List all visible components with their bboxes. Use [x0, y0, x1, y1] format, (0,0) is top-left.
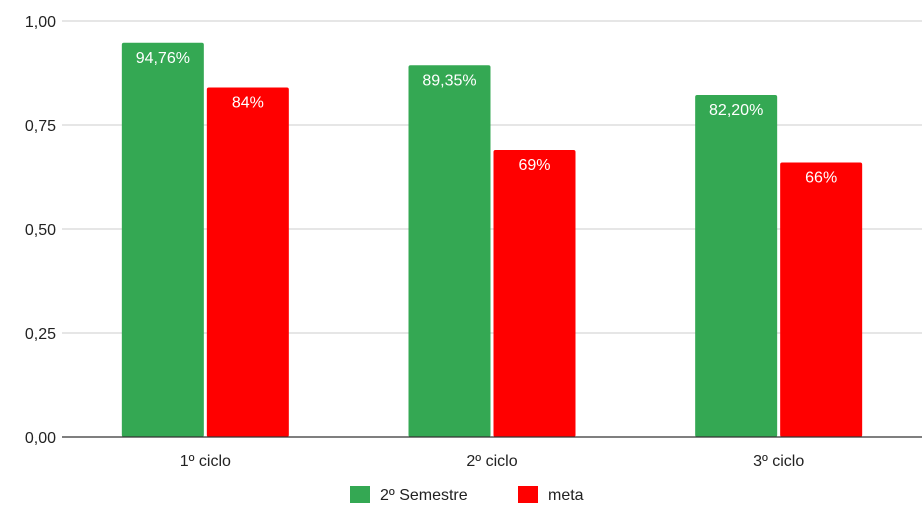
y-tick-label: 0,25	[25, 326, 56, 343]
y-tick-label: 0,00	[25, 430, 56, 447]
data-label: 94,76%	[136, 50, 190, 67]
x-tick-label: 1º ciclo	[180, 453, 231, 470]
data-label: 82,20%	[709, 102, 763, 119]
bar-semestre	[408, 65, 491, 437]
x-tick-label: 3º ciclo	[753, 453, 804, 470]
bars	[121, 42, 863, 437]
bar-meta	[780, 162, 863, 437]
legend-label: 2º Semestre	[380, 487, 468, 504]
gridlines	[62, 20, 922, 334]
y-tick-label: 1,00	[25, 14, 56, 31]
y-axis-tick-labels: 0,00 0,25 0,50 0,75 1,00	[25, 14, 56, 447]
x-axis-tick-labels: 1º ciclo 2º ciclo 3º ciclo	[180, 453, 805, 470]
legend-swatch	[518, 486, 538, 503]
x-tick-label: 2º ciclo	[466, 453, 517, 470]
legend: 2º Semestre meta	[350, 486, 584, 504]
bar-semestre	[695, 95, 778, 437]
legend-swatch	[350, 486, 370, 503]
y-tick-label: 0,50	[25, 222, 56, 239]
y-tick-label: 0,75	[25, 118, 56, 135]
data-label: 89,35%	[422, 72, 476, 89]
bar-meta	[493, 149, 576, 437]
data-label: 66%	[805, 169, 837, 186]
bar-meta	[206, 87, 289, 437]
data-label: 69%	[518, 157, 550, 174]
data-labels: 94,76% 84% 89,35% 69% 82,20% 66%	[136, 50, 837, 187]
bar-semestre	[121, 42, 204, 437]
legend-label: meta	[548, 487, 584, 504]
data-label: 84%	[232, 95, 264, 112]
